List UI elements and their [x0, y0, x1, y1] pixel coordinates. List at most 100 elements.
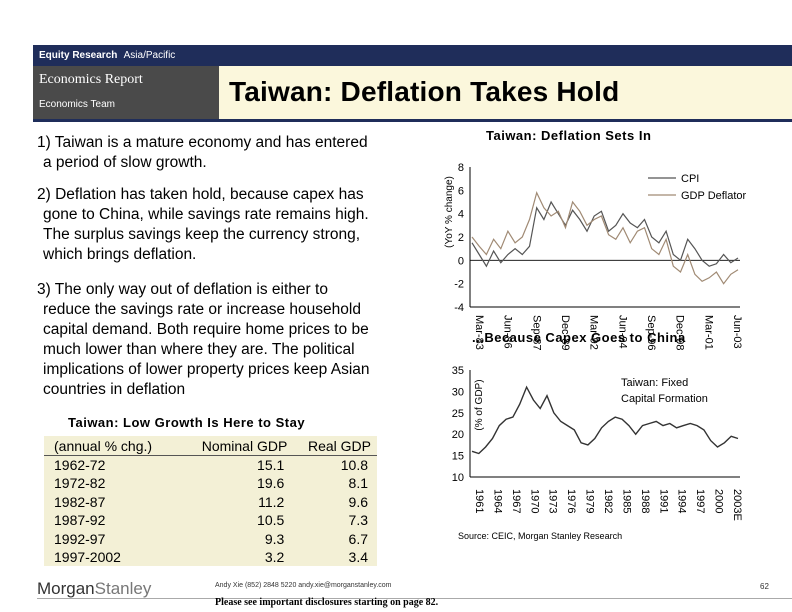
growth-table-grid: (annual % chg.) Nominal GDP Real GDP 196… — [44, 436, 377, 567]
point-line: The surplus savings keep the currency st… — [43, 226, 361, 243]
table-cell: 3.4 — [348, 549, 368, 566]
x-tick-label: Sep-96 — [645, 315, 657, 350]
point-line: gone to China, while savings rate remain… — [43, 206, 369, 223]
table-cell: 1992-97 — [54, 530, 106, 547]
table-cell: 7.3 — [348, 512, 368, 529]
y-tick-label: 4 — [458, 209, 464, 221]
morgan-stanley-logo: MorganStanley — [37, 579, 151, 599]
table-row: 1997-2002 3.2 3.4 — [44, 548, 377, 567]
point-line: implications of lower property prices ke… — [43, 361, 370, 378]
x-tick-label: 1976 — [565, 489, 577, 513]
point-line: which brings deflation. — [43, 246, 197, 263]
table-row: 1962-72 15.1 10.8 — [44, 456, 377, 475]
research-bar: Equity Research Asia/Pacific — [33, 45, 792, 66]
table-cell: 9.6 — [348, 493, 368, 510]
table-cell: 1982-87 — [54, 493, 106, 510]
analyst-contact: Andy Xie (852) 2848 5220 andy.xie@morgan… — [215, 582, 392, 589]
y-tick-label: 8 — [458, 162, 464, 174]
y-axis-label: (% of GDP) — [474, 379, 485, 430]
point-line: capital demand. Both require home prices… — [43, 321, 369, 338]
x-tick-label: 1973 — [547, 489, 559, 513]
x-tick-label: Mar-01 — [702, 315, 714, 350]
series-line — [471, 200, 739, 268]
x-tick-label: Mar-83 — [473, 315, 485, 350]
point-2: 2) Deflation has taken hold, because cap… — [37, 185, 369, 265]
logo-word-stanley: Stanley — [94, 579, 152, 598]
x-tick-label: 1991 — [657, 489, 669, 513]
point-line: much lower than where they are. The poli… — [43, 341, 355, 358]
x-tick-label: 1979 — [584, 489, 596, 513]
x-tick-label: Jun-03 — [731, 315, 743, 349]
table-header: Real GDP — [293, 436, 377, 456]
y-tick-label: 25 — [452, 408, 464, 420]
table-cell: 11.2 — [258, 493, 285, 510]
table-cell: 3.2 — [264, 549, 285, 566]
table-cell: 9.3 — [264, 530, 285, 547]
series-line — [471, 385, 739, 455]
x-tick-label: 1967 — [510, 489, 522, 513]
x-tick-label: Jun-86 — [502, 315, 514, 349]
source-note: Source: CEIC, Morgan Stanley Research — [458, 531, 623, 541]
x-tick-label: 1970 — [528, 489, 540, 513]
capex-chart-title: ...Because Capex Goes to China — [472, 330, 686, 345]
table-cell: 6.7 — [348, 530, 368, 547]
table-cell: 1987-92 — [54, 512, 106, 529]
point-line: 3) The only way out of deflation is eith… — [37, 281, 328, 298]
table-row: 1982-87 11.2 9.6 — [44, 493, 377, 512]
table-row: 1972-82 19.6 8.1 — [44, 474, 377, 493]
x-tick-label: 1964 — [491, 489, 503, 513]
y-axis-label: (YoY % change) — [444, 176, 455, 248]
point-line: 2) Deflation has taken hold, because cap… — [37, 186, 364, 203]
y-tick-label: 30 — [452, 386, 464, 398]
disclosure-note: Please see important disclosures startin… — [215, 597, 439, 608]
table-cell: 19.6 — [257, 475, 285, 492]
title-banner: Taiwan: Deflation Takes Hold — [219, 66, 792, 119]
legend-label: GDP Deflator — [681, 190, 747, 202]
page-title: Taiwan: Deflation Takes Hold — [229, 76, 620, 107]
point-line: a period of slow growth. — [43, 154, 207, 171]
table-header: Nominal GDP — [182, 436, 294, 456]
x-tick-label: 1982 — [602, 489, 614, 513]
growth-table: (annual % chg.) Nominal GDP Real GDP 196… — [44, 436, 377, 566]
growth-table-title: Taiwan: Low Growth Is Here to Stay — [68, 415, 306, 430]
table-row: 1992-97 9.3 6.7 — [44, 530, 377, 549]
table-cell: 8.1 — [348, 475, 368, 492]
y-tick-label: -4 — [454, 302, 464, 314]
deflation-chart-title: Taiwan: Deflation Sets In — [486, 128, 652, 143]
table-row: 1987-92 10.5 7.3 — [44, 511, 377, 530]
y-tick-label: 6 — [458, 185, 464, 197]
team-name: Economics Team — [39, 99, 115, 110]
x-tick-label: Sep-87 — [530, 315, 542, 350]
y-tick-label: 20 — [452, 429, 464, 441]
series-line — [471, 190, 739, 285]
table-cell: 1997-2002 — [54, 549, 121, 566]
table-cell: 1972-82 — [54, 475, 106, 492]
x-tick-label: 1961 — [473, 489, 485, 513]
page-number: 62 — [760, 582, 769, 591]
x-tick-label: Mar-92 — [588, 315, 600, 350]
table-cell: 1962-72 — [54, 457, 106, 473]
point-1: 1) Taiwan is a mature economy and has en… — [37, 133, 368, 173]
logo-word-morgan: Morgan — [37, 579, 95, 598]
x-tick-label: Dec-89 — [559, 315, 571, 350]
region-label: Asia/Pacific — [123, 50, 176, 61]
y-tick-label: 35 — [452, 365, 464, 377]
x-tick-label: 2003E — [731, 489, 743, 521]
footer-divider — [37, 598, 792, 599]
legend-label: Capital Formation — [621, 393, 708, 405]
table-cell: 10.8 — [340, 457, 368, 473]
legend-label: CPI — [681, 173, 699, 185]
y-tick-label: 2 — [458, 232, 464, 244]
x-tick-label: Dec-98 — [674, 315, 686, 350]
report-type: Economics Report — [39, 72, 143, 87]
research-label: Equity Research — [39, 50, 118, 61]
point-line: reduce the savings rate or increase hous… — [43, 301, 361, 318]
report-header: Economics Report Economics Team — [33, 66, 219, 119]
header-rule — [33, 119, 792, 122]
y-tick-label: 0 — [458, 255, 464, 267]
table-cell: 10.5 — [257, 512, 285, 529]
x-tick-label: 2000 — [713, 489, 725, 513]
x-tick-label: 1985 — [620, 489, 632, 513]
x-tick-label: 1988 — [639, 489, 651, 513]
